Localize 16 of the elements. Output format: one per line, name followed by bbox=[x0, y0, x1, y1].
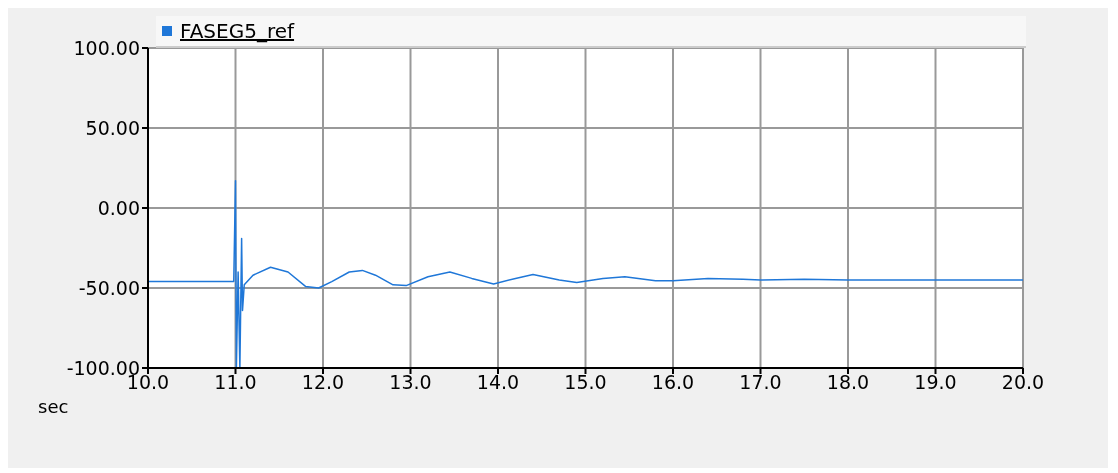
x-tick-label: 16.0 bbox=[651, 371, 695, 394]
y-tick-label: -50.00 bbox=[78, 276, 140, 299]
x-tick-label: 12.0 bbox=[301, 371, 345, 394]
x-tick-label: 15.0 bbox=[564, 371, 607, 394]
x-tick-label: 19.0 bbox=[914, 371, 957, 394]
y-tick-label: 0.00 bbox=[97, 196, 140, 219]
legend-label: FASEG5_ref bbox=[180, 19, 295, 43]
x-tick-label: 13.0 bbox=[389, 371, 432, 394]
x-tick-label: 18.0 bbox=[826, 371, 870, 394]
y-tick-label: 100.00 bbox=[73, 36, 140, 59]
x-tick-label: 11.0 bbox=[214, 371, 257, 394]
y-tick-label: 50.00 bbox=[85, 116, 140, 139]
x-tick-label: 20.0 bbox=[1001, 371, 1045, 394]
x-tick-label: 17.0 bbox=[739, 371, 782, 394]
x-axis-title: sec bbox=[38, 396, 69, 417]
x-tick-label: 14.0 bbox=[476, 371, 520, 394]
